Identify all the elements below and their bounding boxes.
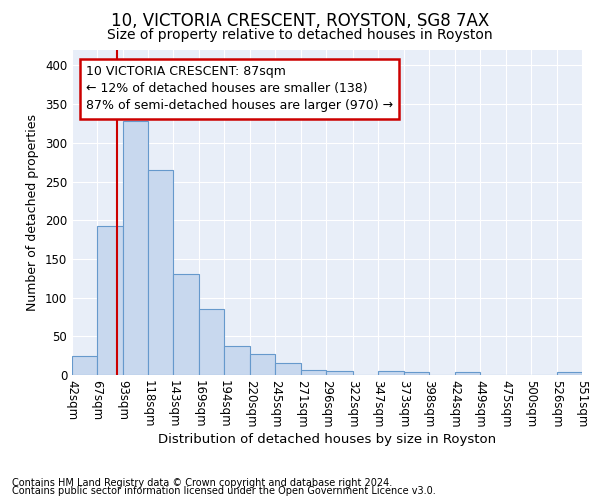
Text: 10, VICTORIA CRESCENT, ROYSTON, SG8 7AX: 10, VICTORIA CRESCENT, ROYSTON, SG8 7AX <box>111 12 489 30</box>
Bar <box>326 371 353 375</box>
Bar <box>224 346 250 375</box>
Text: Contains public sector information licensed under the Open Government Licence v3: Contains public sector information licen… <box>12 486 436 496</box>
Text: Contains HM Land Registry data © Crown copyright and database right 2024.: Contains HM Land Registry data © Crown c… <box>12 478 392 488</box>
Bar <box>199 309 224 375</box>
Bar <box>123 121 148 375</box>
Text: 10 VICTORIA CRESCENT: 87sqm
← 12% of detached houses are smaller (138)
87% of se: 10 VICTORIA CRESCENT: 87sqm ← 12% of det… <box>86 66 393 112</box>
Bar <box>275 362 301 375</box>
Y-axis label: Number of detached properties: Number of detached properties <box>26 114 40 311</box>
Bar <box>148 170 173 375</box>
Bar <box>72 356 97 375</box>
Bar <box>301 370 326 375</box>
Bar <box>404 372 428 375</box>
Bar <box>455 372 480 375</box>
Bar <box>377 371 404 375</box>
Bar <box>173 274 199 375</box>
Bar <box>250 354 275 375</box>
Bar <box>97 226 123 375</box>
Bar <box>557 372 582 375</box>
X-axis label: Distribution of detached houses by size in Royston: Distribution of detached houses by size … <box>158 433 496 446</box>
Text: Size of property relative to detached houses in Royston: Size of property relative to detached ho… <box>107 28 493 42</box>
